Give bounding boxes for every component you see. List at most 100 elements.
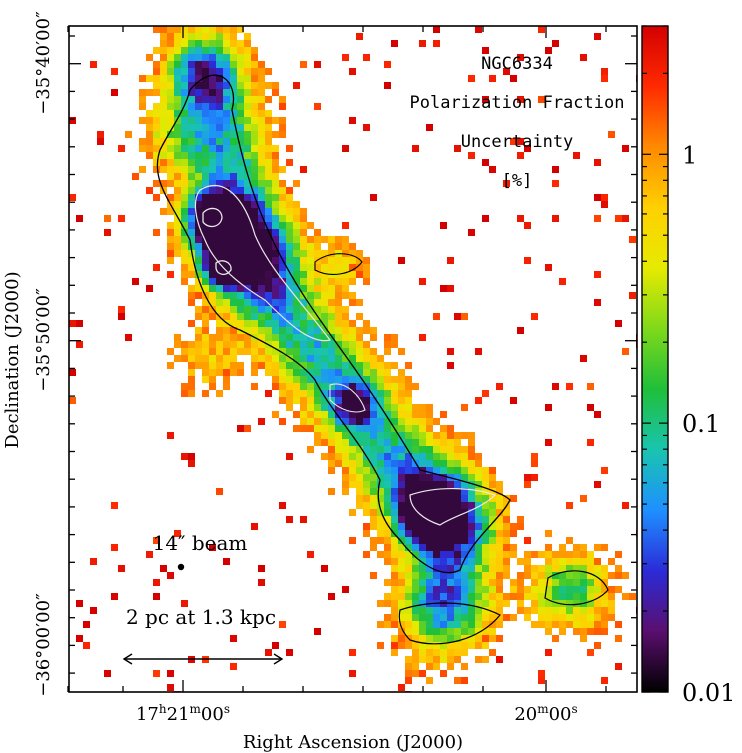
map-pixel — [454, 502, 461, 509]
map-pixel — [328, 460, 335, 467]
map-pixel — [188, 383, 195, 390]
map-pixel — [377, 474, 384, 481]
map-pixel — [398, 446, 405, 453]
map-pixel — [349, 439, 356, 446]
map-pixel — [517, 215, 524, 222]
map-pixel — [377, 453, 384, 460]
map-pixel — [454, 516, 461, 523]
map-pixel — [272, 194, 279, 201]
map-pixel — [216, 131, 223, 138]
map-pixel — [216, 40, 223, 47]
map-pixel — [279, 187, 286, 194]
map-pixel — [251, 138, 258, 145]
map-pixel — [321, 278, 328, 285]
map-pixel — [363, 530, 370, 537]
map-pixel — [468, 586, 475, 593]
map-pixel — [251, 285, 258, 292]
map-pixel — [447, 628, 454, 635]
map-pixel — [181, 96, 188, 103]
map-pixel — [475, 551, 482, 558]
map-pixel — [398, 432, 405, 439]
map-pixel — [265, 187, 272, 194]
map-pixel — [237, 334, 244, 341]
map-pixel — [552, 607, 559, 614]
map-pixel — [398, 579, 405, 586]
map-pixel — [293, 376, 300, 383]
map-pixel — [342, 54, 349, 61]
map-pixel — [342, 362, 349, 369]
map-pixel — [153, 26, 160, 33]
map-pixel — [237, 250, 244, 257]
map-pixel — [104, 215, 111, 222]
map-pixel — [496, 558, 503, 565]
map-pixel — [545, 558, 552, 565]
map-pixel — [538, 96, 545, 103]
map-pixel — [209, 75, 216, 82]
map-pixel — [524, 222, 531, 229]
map-pixel — [454, 432, 461, 439]
map-pixel — [419, 334, 426, 341]
map-pixel — [307, 278, 314, 285]
map-pixel — [496, 530, 503, 537]
map-pixel — [195, 250, 202, 257]
map-pixel — [300, 404, 307, 411]
map-pixel — [321, 299, 328, 306]
map-pixel — [328, 439, 335, 446]
map-pixel — [174, 530, 181, 537]
map-pixel — [412, 530, 419, 537]
map-pixel — [580, 586, 587, 593]
map-pixel — [475, 628, 482, 635]
map-pixel — [167, 145, 174, 152]
map-pixel — [622, 593, 629, 600]
map-pixel — [181, 600, 188, 607]
map-pixel — [412, 565, 419, 572]
map-pixel — [286, 453, 293, 460]
map-pixel — [153, 152, 160, 159]
map-pixel — [160, 565, 167, 572]
map-pixel — [76, 341, 83, 348]
map-pixel — [181, 61, 188, 68]
map-pixel — [342, 460, 349, 467]
map-pixel — [181, 47, 188, 54]
map-pixel — [195, 313, 202, 320]
map-pixel — [615, 572, 622, 579]
map-pixel — [160, 138, 167, 145]
map-pixel — [230, 292, 237, 299]
map-pixel — [349, 481, 356, 488]
map-pixel — [174, 355, 181, 362]
map-pixel — [482, 495, 489, 502]
map-pixel — [314, 369, 321, 376]
map-pixel — [538, 572, 545, 579]
map-pixel — [475, 572, 482, 579]
map-pixel — [405, 446, 412, 453]
map-pixel — [370, 495, 377, 502]
map-pixel — [300, 376, 307, 383]
map-pixel — [552, 180, 559, 187]
map-pixel — [447, 607, 454, 614]
map-pixel — [69, 320, 76, 327]
map-pixel — [377, 516, 384, 523]
contour-line — [202, 207, 223, 228]
map-pixel — [258, 278, 265, 285]
map-pixel — [202, 201, 209, 208]
map-pixel — [496, 600, 503, 607]
map-pixel — [167, 89, 174, 96]
map-pixel — [209, 159, 216, 166]
heatmap-image — [69, 26, 637, 692]
map-pixel — [272, 222, 279, 229]
map-pixel — [433, 593, 440, 600]
map-pixel — [244, 320, 251, 327]
map-pixel — [251, 145, 258, 152]
map-pixel — [426, 495, 433, 502]
map-pixel — [370, 362, 377, 369]
map-pixel — [482, 509, 489, 516]
map-pixel — [216, 47, 223, 54]
map-pixel — [580, 572, 587, 579]
map-pixel — [405, 376, 412, 383]
map-pixel — [489, 586, 496, 593]
map-pixel — [167, 82, 174, 89]
map-pixel — [286, 341, 293, 348]
map-pixel — [377, 418, 384, 425]
map-pixel — [440, 621, 447, 628]
